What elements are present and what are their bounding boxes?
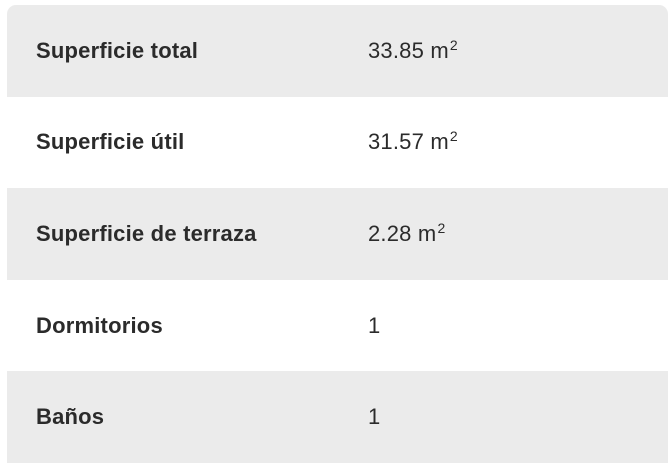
row-value: 1 (368, 313, 381, 339)
row-value: 33.85 m2 (368, 36, 458, 64)
row-value-text: 2.28 m (368, 220, 437, 246)
row-value: 1 (368, 404, 381, 430)
table-row: Superficie de terraza 2.28 m2 (7, 188, 668, 280)
unit-superscript: 2 (449, 128, 458, 145)
table-row: Superficie útil 31.57 m2 (7, 96, 668, 189)
row-value-text: 31.57 m (368, 129, 449, 155)
row-value-text: 1 (368, 312, 381, 338)
row-label: Superficie total (36, 37, 199, 63)
row-value: 2.28 m2 (368, 219, 446, 247)
property-details-table: Superficie total 33.85 m2 Superficie úti… (7, 5, 668, 463)
row-label: Baños (36, 404, 105, 430)
row-label: Superficie de terraza (36, 220, 257, 246)
row-value-text: 1 (368, 404, 381, 430)
row-value: 31.57 m2 (368, 128, 458, 155)
row-label: Superficie útil (36, 129, 185, 155)
row-value-text: 33.85 m (368, 37, 449, 63)
table-row: Dormitorios 1 (7, 279, 668, 372)
table-row: Superficie total 33.85 m2 (7, 5, 668, 97)
table-row: Baños 1 (7, 371, 668, 463)
unit-superscript: 2 (449, 36, 458, 53)
unit-superscript: 2 (437, 219, 446, 236)
row-label: Dormitorios (36, 312, 163, 338)
